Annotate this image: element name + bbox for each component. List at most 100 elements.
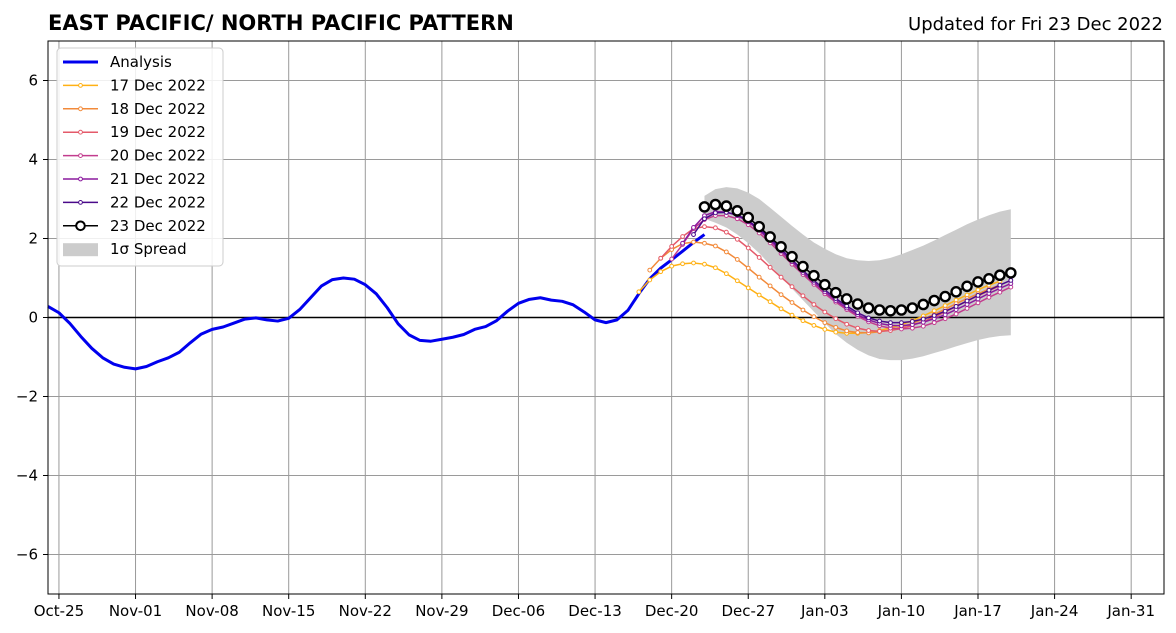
chart-title: EAST PACIFIC/ NORTH PACIFIC PATTERN <box>48 11 514 35</box>
data-point <box>767 283 773 289</box>
data-point <box>877 328 882 334</box>
y-tick-label: 2 <box>28 230 38 248</box>
data-point <box>734 278 740 284</box>
data-point-latest <box>972 276 984 288</box>
y-tick-label: 0 <box>28 309 38 327</box>
data-point <box>723 271 729 277</box>
data-point-latest <box>917 298 930 311</box>
data-point <box>997 282 1003 288</box>
data-point <box>811 314 817 320</box>
chart-subtitle: Updated for Fri 23 Dec 2022 <box>908 14 1163 35</box>
data-point-latest <box>698 201 711 213</box>
data-point <box>669 256 675 262</box>
data-point <box>702 261 707 267</box>
data-point <box>767 299 773 305</box>
x-tick-label: Jan-03 <box>800 602 849 620</box>
data-point <box>909 319 915 324</box>
x-tick-label: Nov-15 <box>262 602 315 620</box>
data-point <box>811 302 817 307</box>
legend-swatch-marker <box>78 106 83 112</box>
legend-swatch-marker <box>78 83 83 88</box>
data-point <box>669 244 675 249</box>
data-point <box>680 240 685 246</box>
data-point <box>713 243 718 249</box>
data-point <box>964 306 970 311</box>
plot-area: Oct-25 Nov-01 Nov-08 Nov-15 Nov-22 Nov-29 Dec-… <box>16 40 1165 620</box>
data-point <box>953 304 959 309</box>
data-point <box>723 249 729 255</box>
data-point <box>756 274 762 280</box>
plot-frame <box>47 40 1165 595</box>
data-point-latest <box>764 231 776 243</box>
legend-swatch-marker <box>78 129 83 135</box>
data-point <box>658 269 664 275</box>
data-point <box>756 255 762 260</box>
data-point <box>778 306 784 312</box>
data-point <box>778 292 784 297</box>
legend-label: Analysis <box>110 53 172 71</box>
data-point-latest <box>939 290 951 303</box>
data-point-latest <box>873 304 886 316</box>
data-point-latest <box>720 200 733 212</box>
legend-label: 22 Dec 2022 <box>110 193 206 211</box>
data-point <box>942 316 948 322</box>
x-tick-label: Nov-29 <box>415 602 468 620</box>
x-tick-label: Jan-24 <box>1030 602 1079 620</box>
data-point <box>997 289 1003 295</box>
legend-label: 21 Dec 2022 <box>110 170 206 188</box>
data-point <box>975 300 981 306</box>
data-point-latest <box>884 304 897 317</box>
x-tick-label: Jan-10 <box>877 602 926 620</box>
x-tick-label: Dec-27 <box>721 602 775 620</box>
data-point <box>833 329 839 335</box>
data-point <box>866 328 871 333</box>
legend-label: 1σ Spread <box>110 240 187 258</box>
legend-label: 23 Dec 2022 <box>110 217 206 235</box>
data-point <box>888 320 893 326</box>
data-point <box>844 328 850 334</box>
data-point <box>822 309 828 315</box>
data-point-latest <box>797 260 809 273</box>
data-point <box>953 311 959 317</box>
data-point <box>713 225 718 231</box>
data-point <box>680 261 685 267</box>
data-point-latest <box>840 293 853 305</box>
data-point <box>789 312 795 318</box>
data-point <box>833 316 839 322</box>
data-point-latest <box>895 304 908 316</box>
data-point <box>931 320 937 326</box>
data-point-latest <box>851 298 864 310</box>
data-point-latest <box>950 286 962 298</box>
data-point <box>713 265 718 271</box>
data-point-latest <box>961 280 973 293</box>
data-point <box>636 289 642 295</box>
x-tick-label: Dec-13 <box>568 602 622 620</box>
legend-label: 18 Dec 2022 <box>110 100 206 118</box>
data-point <box>647 277 653 283</box>
x-tick-label: Jan-17 <box>953 602 1002 620</box>
data-point <box>986 294 992 300</box>
y-tick-label: 4 <box>28 151 38 169</box>
data-point <box>811 323 817 328</box>
data-point-latest <box>819 278 831 291</box>
data-point <box>713 210 718 216</box>
data-point <box>877 318 882 324</box>
data-point <box>767 264 773 270</box>
data-point <box>702 216 707 222</box>
data-point-latest <box>786 250 798 263</box>
data-point <box>975 287 981 293</box>
legend-label: 17 Dec 2022 <box>110 76 206 94</box>
data-point <box>986 287 992 293</box>
data-point-latest <box>994 269 1006 282</box>
data-point <box>920 316 926 322</box>
series-line-forecast <box>638 262 1001 335</box>
data-point-latest <box>983 272 995 285</box>
legend-box <box>56 47 224 267</box>
data-point-latest <box>709 198 722 211</box>
data-point <box>680 234 685 239</box>
legend-swatch-marker <box>78 200 83 205</box>
data-point <box>833 324 839 330</box>
legend-swatch-marker <box>75 220 86 232</box>
data-point <box>855 325 861 331</box>
data-point <box>702 224 707 230</box>
